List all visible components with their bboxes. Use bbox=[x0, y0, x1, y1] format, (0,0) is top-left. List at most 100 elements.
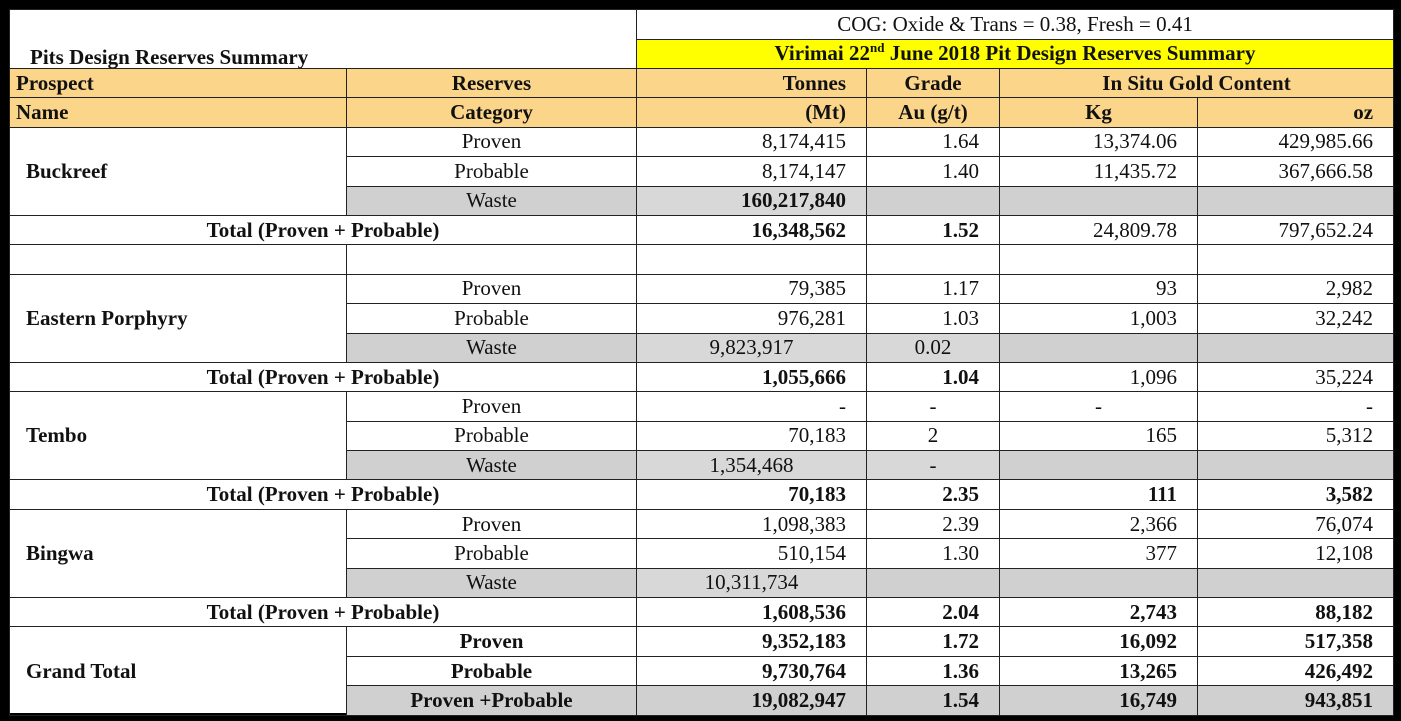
grade-cell: 1.03 bbox=[866, 303, 1000, 334]
waste-row: Waste 9,823,917 0.02 bbox=[10, 332, 1395, 363]
prospect-name: Buckreef bbox=[9, 126, 347, 216]
oz-cell bbox=[1196, 567, 1395, 599]
tonnes-cell: 1,608,536 bbox=[636, 597, 867, 628]
kg-cell: 13,265 bbox=[999, 655, 1198, 687]
waste-row: Waste 1,354,468 - bbox=[10, 450, 1395, 481]
kg-cell: 1,096 bbox=[999, 361, 1198, 393]
oz-cell bbox=[1196, 450, 1395, 481]
category-cell: Proven bbox=[346, 126, 637, 158]
header-row-2: Name Category (Mt) Au (g/t) Kg oz bbox=[9, 97, 1395, 128]
kg-cell: 24,809.78 bbox=[999, 214, 1198, 246]
tonnes-cell: 1,098,383 bbox=[636, 508, 867, 540]
oz-cell: 429,985.66 bbox=[1196, 126, 1395, 158]
header-gold-content: In Situ Gold Content bbox=[998, 67, 1395, 99]
category-cell: Waste bbox=[346, 332, 637, 363]
tonnes-cell: 1,354,468 bbox=[636, 450, 867, 481]
oz-cell: 5,312 bbox=[1196, 420, 1395, 452]
tonnes-cell: 9,730,764 bbox=[636, 655, 867, 687]
table-row: Probable 976,281 1.03 1,003 32,242 bbox=[10, 303, 1395, 334]
oz-cell bbox=[1196, 185, 1395, 216]
grand-total-row: Probable 9,730,764 1.36 13,265 426,492 bbox=[10, 655, 1395, 687]
oz-cell: 35,224 bbox=[1196, 361, 1395, 393]
category-cell: Waste bbox=[346, 185, 637, 216]
tonnes-cell: 79,385 bbox=[636, 273, 867, 305]
grade-cell: 1.36 bbox=[866, 655, 1000, 687]
prospect-name: Bingwa bbox=[9, 508, 347, 599]
category-cell: Probable bbox=[346, 655, 637, 687]
oz-cell: 12,108 bbox=[1196, 538, 1395, 569]
header-tonnes: Tonnes bbox=[636, 67, 867, 99]
kg-cell bbox=[999, 332, 1198, 363]
oz-cell: 426,492 bbox=[1196, 655, 1395, 687]
category-cell: Proven bbox=[346, 391, 637, 422]
tonnes-cell: 510,154 bbox=[636, 538, 867, 569]
kg-cell: 93 bbox=[999, 273, 1198, 305]
waste-row: Waste 160,217,840 bbox=[10, 185, 1395, 216]
grade-cell bbox=[866, 185, 1000, 216]
category-cell: Waste bbox=[346, 567, 637, 599]
oz-cell: 2,982 bbox=[1196, 273, 1395, 305]
category-cell: Proven bbox=[346, 508, 637, 540]
header-reserves: Reserves bbox=[346, 67, 637, 99]
kg-cell: 11,435.72 bbox=[999, 156, 1198, 187]
tonnes-cell: 8,174,147 bbox=[636, 156, 867, 187]
kg-cell: - bbox=[999, 391, 1198, 422]
reserves-table: Pits Design Reserves Summary COG: Oxide … bbox=[9, 9, 1395, 716]
subtitle-row: Virimai 22nd June 2018 Pit Design Reserv… bbox=[10, 38, 1395, 69]
grade-cell: 1.17 bbox=[866, 273, 1000, 305]
table-title: Pits Design Reserves Summary bbox=[9, 9, 637, 69]
tonnes-cell: 70,183 bbox=[636, 420, 867, 452]
grade-cell: 1.40 bbox=[866, 156, 1000, 187]
header-grade-unit: Au (g/t) bbox=[866, 97, 1000, 128]
grade-cell: 1.04 bbox=[866, 361, 1000, 393]
grade-cell: 2.04 bbox=[866, 597, 1000, 628]
tonnes-cell: - bbox=[636, 391, 867, 422]
grand-total-row: Grand Total Proven 9,352,183 1.72 16,092… bbox=[9, 626, 1395, 716]
tonnes-cell: 1,055,666 bbox=[636, 361, 867, 393]
header-kg: Kg bbox=[999, 97, 1198, 128]
header-tonnes-unit: (Mt) bbox=[636, 97, 867, 128]
kg-cell: 16,749 bbox=[999, 685, 1198, 716]
category-cell: Probable bbox=[346, 156, 637, 187]
grade-cell: 0.02 bbox=[866, 332, 1000, 363]
grade-cell: 1.52 bbox=[866, 214, 1000, 246]
oz-cell: 32,242 bbox=[1196, 303, 1395, 334]
header-grade: Grade bbox=[866, 67, 1000, 99]
oz-cell bbox=[1196, 332, 1395, 363]
oz-cell: 517,358 bbox=[1196, 626, 1395, 657]
total-label: Total (Proven + Probable) bbox=[9, 597, 637, 628]
category-cell: Probable bbox=[346, 420, 637, 452]
waste-row: Waste 10,311,734 bbox=[10, 567, 1395, 599]
kg-cell: 165 bbox=[999, 420, 1198, 452]
oz-cell: - bbox=[1196, 391, 1395, 422]
header-row-1: Prospect Reserves Tonnes Grade In Situ G… bbox=[9, 67, 1395, 99]
grade-cell: 2.39 bbox=[866, 508, 1000, 540]
grade-cell: 2.35 bbox=[866, 479, 1000, 510]
tonnes-cell: 16,348,562 bbox=[636, 214, 867, 246]
table-row: Buckreef Proven 8,174,415 1.64 13,374.06… bbox=[9, 126, 1395, 216]
oz-cell: 367,666.58 bbox=[1196, 156, 1395, 187]
header-name: Name bbox=[9, 97, 347, 128]
tonnes-cell: 976,281 bbox=[636, 303, 867, 334]
category-cell: Proven +Probable bbox=[346, 685, 637, 716]
grade-cell: - bbox=[866, 391, 1000, 422]
oz-cell: 797,652.24 bbox=[1196, 214, 1395, 246]
total-row: Total (Proven + Probable) 1,608,536 2.04… bbox=[9, 597, 1395, 628]
kg-cell: 1,003 bbox=[999, 303, 1198, 334]
grade-cell bbox=[866, 567, 1000, 599]
oz-cell: 88,182 bbox=[1196, 597, 1395, 628]
spacer-row bbox=[9, 244, 1395, 275]
kg-cell bbox=[999, 185, 1198, 216]
tonnes-cell: 10,311,734 bbox=[636, 567, 867, 599]
category-cell: Proven bbox=[346, 273, 637, 305]
total-label: Total (Proven + Probable) bbox=[9, 361, 637, 393]
grade-cell: 1.30 bbox=[866, 538, 1000, 569]
category-cell: Waste bbox=[346, 450, 637, 481]
category-cell: Probable bbox=[346, 303, 637, 334]
table-row: Probable 8,174,147 1.40 11,435.72 367,66… bbox=[10, 156, 1395, 187]
prospect-name: Tembo bbox=[9, 391, 347, 481]
header-oz: oz bbox=[1196, 97, 1395, 128]
prospect-name: Eastern Porphyry bbox=[9, 273, 347, 363]
subtitle-band: Virimai 22nd June 2018 Pit Design Reserv… bbox=[635, 38, 1395, 69]
kg-cell: 2,366 bbox=[999, 508, 1198, 540]
